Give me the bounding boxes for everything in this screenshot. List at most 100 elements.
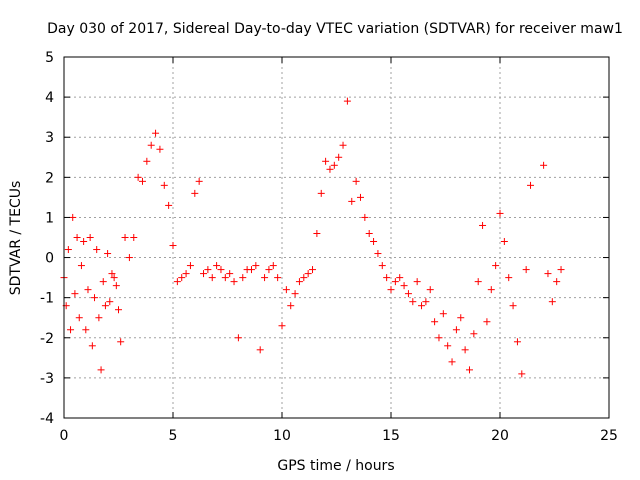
data-point — [435, 334, 443, 342]
data-point — [110, 274, 118, 282]
data-point — [247, 266, 255, 274]
data-point — [75, 314, 83, 322]
data-point — [500, 238, 508, 246]
data-point — [309, 266, 317, 274]
data-point — [444, 342, 452, 350]
data-point — [208, 274, 216, 282]
data-point — [452, 326, 460, 334]
y-tick-label: -4 — [40, 411, 54, 427]
data-point — [557, 266, 565, 274]
data-point — [234, 334, 242, 342]
data-point — [522, 266, 530, 274]
data-point — [544, 270, 552, 278]
data-point — [265, 266, 273, 274]
data-point — [343, 97, 351, 105]
x-tick-label: 0 — [60, 428, 69, 444]
data-point — [487, 286, 495, 294]
data-point — [457, 314, 465, 322]
data-point — [84, 286, 92, 294]
y-tick-label: 2 — [45, 170, 54, 186]
data-point — [269, 262, 277, 270]
data-point — [553, 278, 561, 286]
data-point — [396, 274, 404, 282]
x-tick-label: 20 — [491, 428, 509, 444]
data-point — [527, 181, 535, 189]
data-point — [186, 262, 194, 270]
data-point — [400, 282, 408, 290]
data-point — [204, 266, 212, 274]
data-series-maw1 — [60, 97, 565, 378]
data-point — [422, 298, 430, 306]
data-point — [370, 238, 378, 246]
y-tick-label: -2 — [40, 331, 54, 347]
data-point — [278, 322, 286, 330]
y-tick-label: 0 — [45, 251, 54, 267]
x-axis-label: GPS time / hours — [277, 458, 394, 474]
data-point — [492, 262, 500, 270]
data-point — [348, 197, 356, 205]
data-point — [470, 330, 478, 338]
data-point — [130, 234, 138, 241]
data-point — [322, 157, 330, 165]
data-point — [409, 298, 417, 306]
data-point — [304, 270, 312, 278]
data-point — [93, 246, 101, 254]
data-point — [152, 129, 160, 137]
data-point — [496, 209, 504, 217]
y-tick-label: -1 — [40, 291, 54, 307]
data-point — [182, 270, 190, 278]
data-point — [295, 278, 303, 286]
data-point — [256, 346, 264, 354]
data-point — [106, 298, 114, 306]
data-point — [121, 234, 129, 241]
chart-title: Day 030 of 2017, Sidereal Day-to-day VTE… — [47, 21, 623, 37]
y-tick-label: 1 — [45, 210, 54, 226]
data-point — [291, 290, 299, 298]
data-point — [112, 282, 120, 290]
data-point — [252, 262, 260, 270]
data-point — [160, 181, 168, 189]
data-point — [178, 274, 186, 282]
y-tick-label: 3 — [45, 130, 54, 146]
data-point — [117, 338, 125, 346]
data-point — [391, 278, 399, 286]
y-tick-label: 4 — [45, 90, 54, 106]
y-tick-label: 5 — [45, 50, 54, 66]
data-point — [82, 326, 90, 334]
data-point — [221, 274, 229, 282]
y-axis-label: SDTVAR / TECUs — [8, 181, 24, 296]
axis-ticks: 0 5 10 15 20 25 -4 -3 -2 -1 0 1 2 3 4 5 — [40, 50, 618, 444]
data-point — [378, 262, 386, 270]
data-point — [64, 246, 72, 254]
data-point — [213, 262, 221, 270]
data-point — [134, 173, 142, 181]
data-point — [339, 141, 347, 149]
data-point — [518, 370, 526, 378]
data-point — [483, 318, 491, 326]
data-point — [138, 177, 146, 185]
data-point — [156, 145, 164, 153]
data-point — [143, 157, 151, 165]
data-point — [169, 242, 177, 250]
data-point — [479, 221, 487, 229]
data-point — [374, 250, 382, 258]
data-point — [86, 234, 94, 241]
data-point — [282, 286, 290, 294]
y-tick-label: -3 — [40, 371, 54, 387]
data-point — [287, 302, 295, 310]
data-point — [165, 201, 173, 209]
data-point — [195, 177, 203, 185]
data-point — [356, 193, 364, 201]
data-point — [97, 366, 105, 374]
data-point — [335, 153, 343, 161]
grid-lines — [64, 57, 609, 418]
data-point — [230, 278, 238, 286]
data-point — [413, 278, 421, 286]
data-point — [330, 161, 338, 169]
data-point — [226, 270, 234, 278]
data-point — [69, 213, 77, 221]
plot-frame — [63, 56, 610, 419]
data-point — [173, 278, 181, 286]
data-point — [115, 306, 122, 314]
